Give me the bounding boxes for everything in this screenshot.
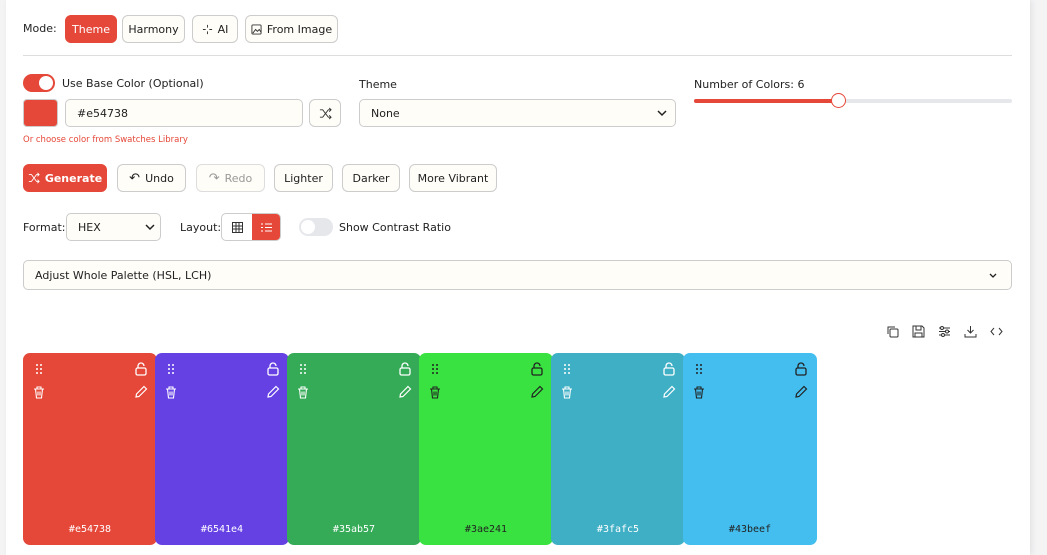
- shuffle-button[interactable]: [309, 99, 341, 127]
- color-swatch[interactable]: #35ab57: [287, 353, 421, 545]
- panel: Mode: Theme Harmony AI From Image Use Ba…: [6, 0, 1030, 555]
- format-select[interactable]: HEX: [66, 213, 161, 241]
- download-icon[interactable]: [964, 325, 977, 338]
- swatch-link[interactable]: Or choose color from Swatches Library: [23, 135, 188, 145]
- layout-toggle[interactable]: [221, 213, 281, 241]
- toggle[interactable]: [23, 74, 55, 92]
- action-button[interactable]: Generate: [23, 164, 107, 192]
- swatch-hex: #6541e4: [200, 524, 244, 535]
- count-text: Number of Colors:: [694, 78, 794, 91]
- slider[interactable]: [694, 93, 1012, 108]
- toolbar: [886, 325, 1003, 338]
- mode-button[interactable]: AI: [192, 15, 238, 43]
- settings-icon[interactable]: [938, 325, 951, 338]
- mode-button[interactable]: Theme: [65, 15, 117, 43]
- swatch-hex: #35ab57: [332, 524, 376, 535]
- action-button[interactable]: Darker: [342, 164, 400, 192]
- action-button[interactable]: Lighter: [274, 164, 333, 192]
- swatch-hex: #3ae241: [464, 524, 508, 535]
- count-label: Number of Colors: 6: [694, 78, 804, 91]
- swatch-hex: #3fafc5: [596, 524, 640, 535]
- color-swatch[interactable]: #43beef: [683, 353, 817, 545]
- contrast-label: Show Contrast Ratio: [339, 221, 451, 234]
- color-swatch[interactable]: #e54738: [23, 353, 157, 545]
- adjust-text: Adjust Whole Palette (HSL, LCH): [35, 268, 212, 282]
- action-button[interactable]: ↶ Undo: [117, 164, 186, 192]
- format-label: Format:: [23, 221, 66, 234]
- toggle[interactable]: [299, 218, 333, 236]
- theme-select[interactable]: None: [359, 99, 676, 127]
- color-swatch[interactable]: #6541e4: [155, 353, 289, 545]
- toggle-label: Use Base Color (Optional): [62, 77, 204, 90]
- action-text: Redo: [224, 171, 253, 185]
- theme-value: None: [371, 106, 400, 120]
- format-value: HEX: [78, 220, 101, 234]
- mode-text: AI: [217, 22, 229, 36]
- color-swatch[interactable]: #3fafc5: [551, 353, 685, 545]
- hex-input[interactable]: #e54738: [65, 99, 303, 127]
- mode-button[interactable]: From Image: [245, 15, 338, 43]
- icon: [202, 24, 212, 34]
- swatch-hex: #43beef: [728, 524, 772, 535]
- adjust-accordion[interactable]: Adjust Whole Palette (HSL, LCH): [23, 260, 1012, 290]
- color-swatch[interactable]: #3ae241: [419, 353, 553, 545]
- swatch-hex: #e54738: [68, 524, 112, 535]
- divider: [23, 55, 1012, 56]
- theme-label: Theme: [359, 78, 397, 91]
- action-button: ↷ Redo: [196, 164, 265, 192]
- action-text: Undo: [145, 171, 174, 185]
- mode-text: From Image: [266, 22, 333, 36]
- color-swatch[interactable]: [23, 99, 58, 127]
- count-value: 6: [797, 78, 805, 91]
- action-text: Generate: [44, 171, 103, 185]
- save-icon[interactable]: [912, 325, 925, 338]
- icon: [251, 23, 262, 35]
- copy-icon[interactable]: [886, 325, 899, 338]
- action-button[interactable]: More Vibrant: [409, 164, 497, 192]
- mode-label: Mode:: [23, 22, 57, 35]
- mode-button[interactable]: Harmony: [122, 15, 185, 43]
- code-icon[interactable]: [990, 325, 1003, 338]
- layout-label: Layout:: [180, 221, 222, 234]
